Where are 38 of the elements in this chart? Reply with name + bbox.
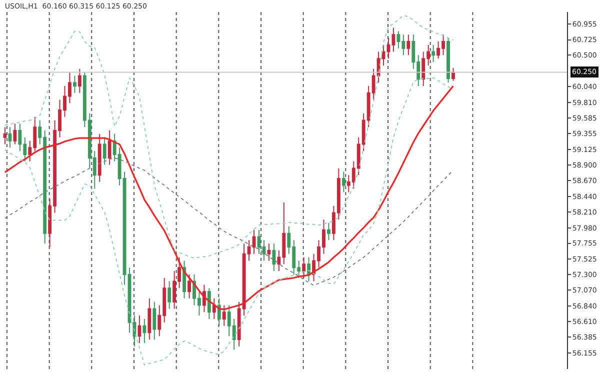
line-series	[4, 157, 454, 286]
line-series	[4, 77, 454, 366]
candlestick	[257, 229, 261, 254]
candlestick	[72, 75, 76, 94]
candlestick	[446, 38, 450, 84]
candlestick	[78, 68, 82, 94]
candlestick	[267, 243, 271, 262]
candlestick	[138, 315, 142, 344]
candlestick	[3, 126, 7, 145]
candlestick	[152, 301, 156, 340]
candlestick	[302, 256, 306, 278]
candlestick	[148, 298, 152, 340]
candlestick	[262, 240, 266, 262]
candlestick	[13, 123, 17, 145]
candlestick	[386, 38, 390, 60]
candlestick	[142, 318, 146, 344]
line-series	[4, 14, 454, 258]
candlestick	[327, 222, 330, 241]
candlestick	[188, 274, 191, 299]
candlestick	[102, 136, 106, 166]
candlestick	[207, 288, 211, 320]
candlestick	[307, 256, 311, 282]
candlestick	[406, 34, 410, 56]
candlestick	[222, 304, 226, 326]
candlestick	[212, 298, 216, 320]
line-series	[4, 85, 454, 310]
candlestick	[8, 126, 12, 148]
candlestick	[98, 133, 102, 182]
candlestick	[272, 243, 276, 272]
candlestick	[342, 171, 346, 193]
candlestick	[392, 27, 396, 52]
candlestick	[217, 298, 221, 326]
candlestick	[168, 280, 172, 310]
candlestick	[432, 44, 436, 63]
candlestick	[182, 260, 186, 299]
candlestick	[452, 67, 455, 82]
candlestick	[108, 130, 112, 166]
candlestick	[132, 315, 136, 347]
